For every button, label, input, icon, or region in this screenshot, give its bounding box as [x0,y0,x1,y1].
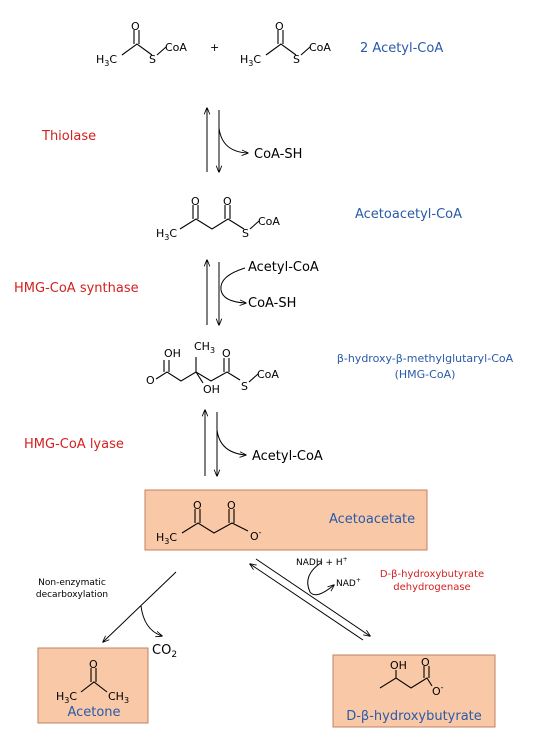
coa-sh-release-2: CoA-SH [248,296,296,311]
hmg-coa-synthase-label: HMG-CoA synthase [14,281,139,296]
svg-text:O: O [222,347,231,360]
svg-text:O: O [131,20,140,33]
svg-text:O: O [275,20,284,33]
svg-text:H3C: H3C [240,53,261,68]
svg-text:OH: OH [164,347,181,360]
hmg-synthase-arrows [207,260,246,325]
acetyl-coa-input: Acetyl-CoA [248,260,319,275]
svg-text:O: O [89,658,98,671]
co2-label: CO2 [152,643,177,660]
acetoacetate-structure: H3C O O O- [156,499,262,546]
acetone-box [37,647,149,724]
svg-text:S: S [293,53,300,66]
hmg-coa-abbrev: (HMG-CoA) [395,368,456,381]
hydroxybutyrate-label: D-β-hydroxybutyrate [346,709,482,724]
dehydrogenase-arrows [250,558,370,641]
svg-text:S: S [149,53,156,66]
acetyl-coa-label: 2 Acetyl-CoA [360,41,443,56]
svg-text:O-: O- [250,528,262,543]
svg-text:CoA: CoA [309,41,331,54]
svg-text:CoA: CoA [165,41,187,54]
thiolase-label: Thiolase [41,129,96,144]
hmg-coa-name: β-hydroxy-β-methylglutaryl-CoA [337,352,514,365]
hmg-lyase-arrows [205,410,246,476]
svg-text:S: S [242,227,249,240]
svg-text:CoA: CoA [258,215,280,228]
hydroxybutyrate-box [332,654,496,728]
svg-text:O: O [421,656,430,669]
svg-text:H3C: H3C [96,53,117,68]
non-enzymatic-label: Non-enzymatic [38,578,106,588]
acetoacetate-label: Acetoacetate [329,512,415,527]
decarboxylation-arrows [103,571,177,642]
svg-text:O: O [191,195,200,208]
nad-label: NAD+ [336,577,361,589]
acetone-label: Acetone [67,705,120,720]
acetone-structure: H3C O CH3 [56,658,129,705]
hmg-coa-lyase-label: HMG-CoA lyase [24,437,124,452]
svg-text:O-: O- [432,683,444,698]
svg-text:H3C: H3C [56,690,77,705]
acetoacetate-box [144,489,428,551]
dehydrogenase-name: D-β-hydroxybutyrate [380,569,484,580]
nadh-label: NADH + H+ [296,556,348,568]
svg-text:S: S [241,380,248,393]
acetoacetyl-coa-label: Acetoacetyl-CoA [355,207,462,222]
svg-text:O: O [227,499,236,512]
svg-text:CH3: CH3 [108,690,129,705]
svg-text:O: O [146,374,155,387]
svg-text:O: O [193,499,202,512]
svg-text:OH: OH [390,659,407,672]
svg-text:CH3: CH3 [194,340,215,355]
thiolase-arrows [207,108,248,172]
decarboxylation-label: decarboxylation [36,590,108,600]
svg-text:O: O [223,195,232,208]
svg-text:H3C: H3C [156,531,177,546]
svg-text:CoA: CoA [257,368,279,381]
hmg-coa-structure: OH O CH3 OH O S CoA [146,340,279,396]
svg-text:OH: OH [203,383,220,396]
acetyl-coa-structure-2: H3C O S CoA [240,20,331,68]
acetyl-coa-release: Acetyl-CoA [252,449,323,464]
coa-sh-release-1: CoA-SH [254,147,302,162]
acetyl-coa-structure-1: H3C O S CoA [96,20,187,68]
dehydrogenase-suffix: dehydrogenase [393,582,470,593]
svg-text:H3C: H3C [156,227,177,242]
plus-sign: + [210,41,219,54]
hydroxybutyrate-structure: OH O O- [379,656,444,698]
acetoacetyl-coa-structure: H3C O O S CoA [156,195,280,242]
